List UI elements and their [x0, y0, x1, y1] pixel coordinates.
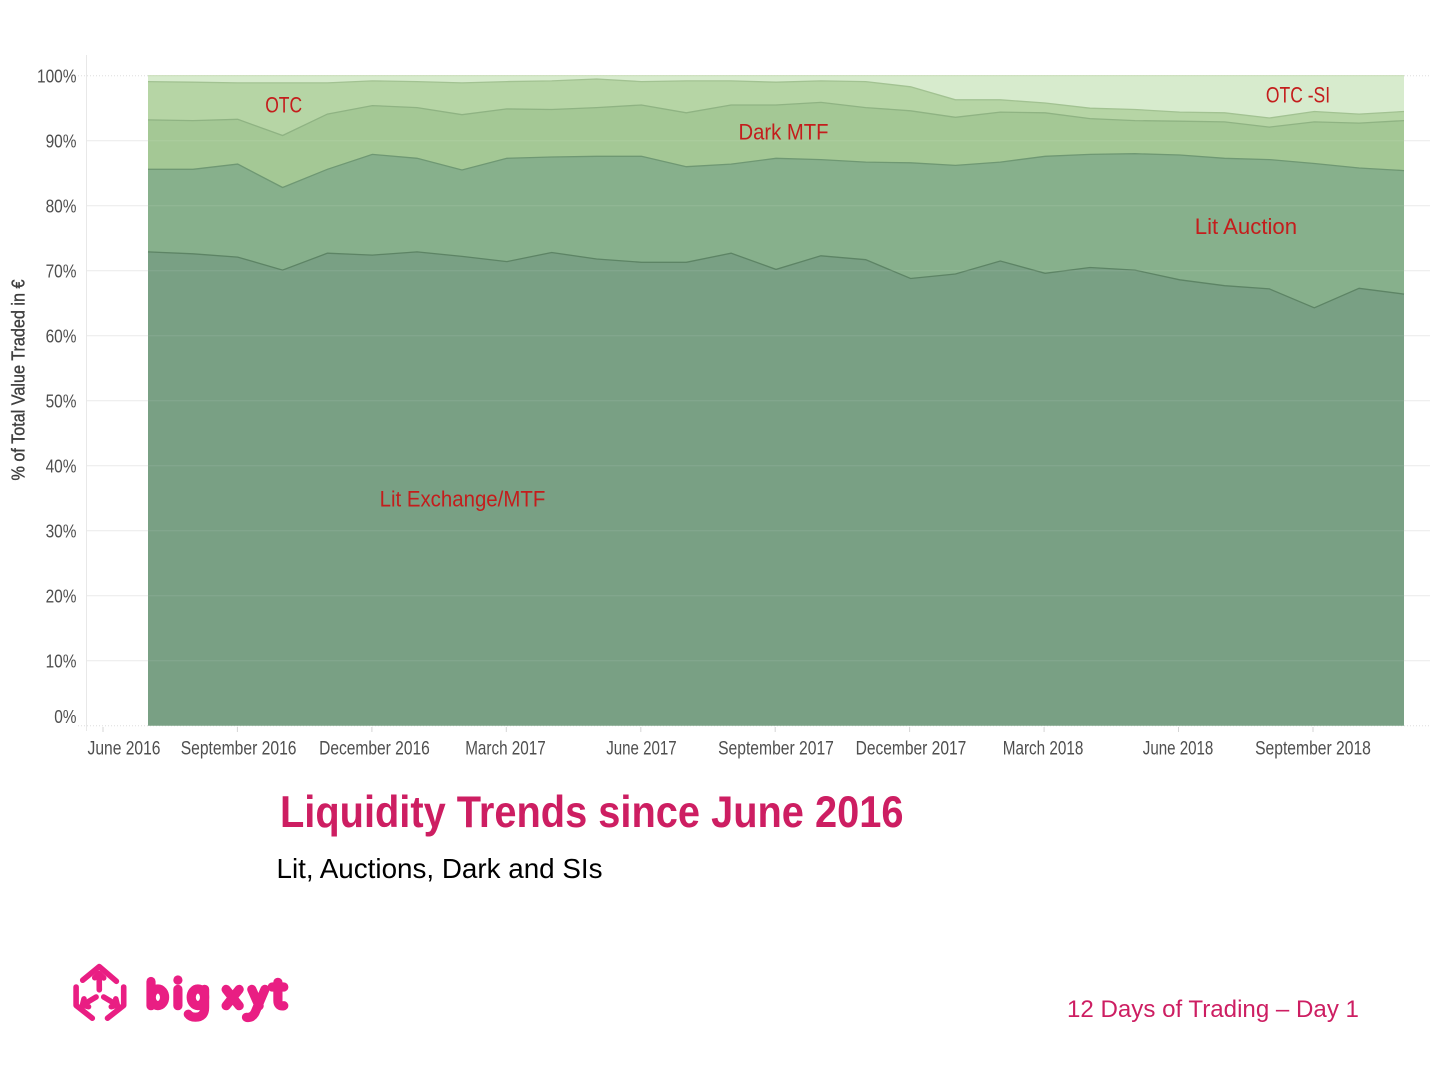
svg-text:60%: 60%: [46, 325, 77, 346]
svg-text:30%: 30%: [46, 520, 77, 541]
svg-text:June 2018: June 2018: [1143, 738, 1214, 759]
svg-text:10%: 10%: [46, 650, 77, 671]
svg-text:80%: 80%: [46, 195, 77, 216]
svg-text:Lit Auction: Lit Auction: [1195, 214, 1297, 239]
svg-text:100%: 100%: [37, 65, 77, 86]
svg-text:90%: 90%: [46, 130, 77, 151]
svg-text:50%: 50%: [46, 390, 77, 411]
svg-text:40%: 40%: [46, 455, 77, 476]
svg-text:September 2017: September 2017: [718, 738, 834, 759]
svg-text:70%: 70%: [46, 260, 77, 281]
svg-text:20%: 20%: [46, 585, 77, 606]
svg-text:March 2017: March 2017: [465, 738, 546, 759]
svg-text:June 2017: June 2017: [606, 738, 677, 759]
svg-text:OTC -SI: OTC -SI: [1266, 83, 1330, 108]
svg-text:Lit Exchange/MTF: Lit Exchange/MTF: [380, 487, 546, 512]
svg-text:OTC: OTC: [265, 93, 302, 118]
svg-text:December 2017: December 2017: [856, 738, 967, 759]
svg-text:% of Total Value Traded in €: % of Total Value Traded in €: [9, 280, 29, 481]
svg-text:Dark MTF: Dark MTF: [739, 120, 829, 145]
svg-text:December 2016: December 2016: [319, 738, 430, 759]
svg-text:March 2018: March 2018: [1003, 738, 1084, 759]
svg-text:September 2018: September 2018: [1255, 738, 1371, 759]
svg-text:September 2016: September 2016: [181, 738, 297, 759]
svg-text:0%: 0%: [54, 706, 76, 727]
svg-text:June 2016: June 2016: [88, 738, 161, 759]
